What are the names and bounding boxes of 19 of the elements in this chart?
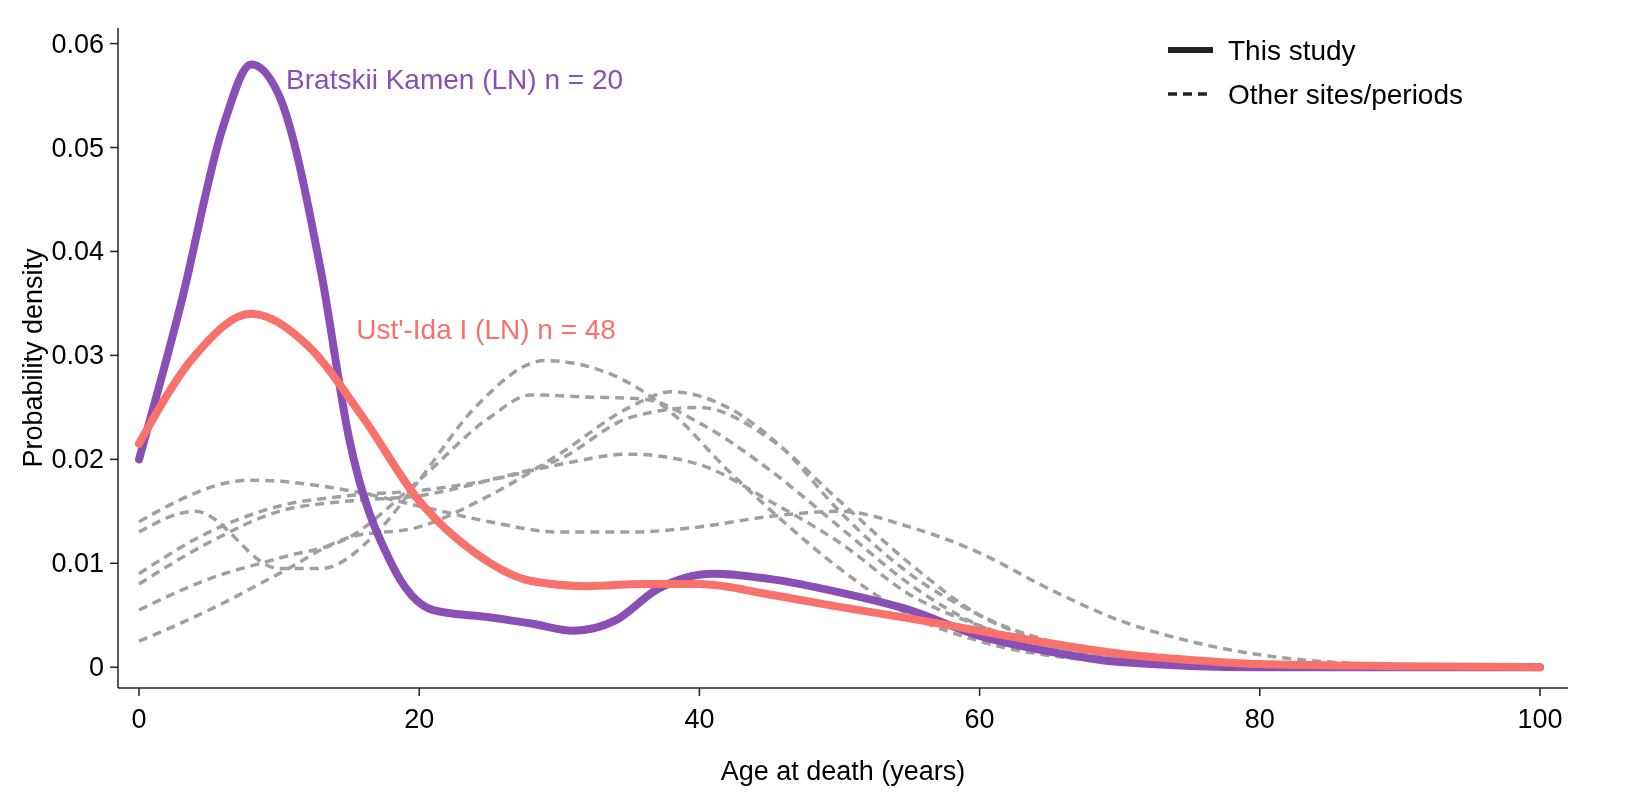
y-tick-label: 0.01 [51, 548, 104, 579]
x-tick-label: 20 [404, 704, 435, 734]
y-tick-label: 0.04 [51, 236, 104, 267]
x-tick-label: 80 [1244, 704, 1275, 734]
y-axis-title: Probability density [18, 247, 48, 468]
y-tick-label: 0 [88, 652, 104, 683]
annotation: This study [1228, 34, 1356, 66]
y-tick-label: 0.03 [51, 340, 104, 371]
series-label: Ust'-Ida I (LN) n = 48 [356, 313, 616, 345]
x-axis-title: Age at death (years) [720, 756, 966, 786]
y-tick-label: 0.05 [51, 132, 104, 163]
x-tick-label: 0 [131, 704, 147, 734]
x-tick-label: 60 [964, 704, 995, 734]
series-label: Bratskii Kamen (LN) n = 20 [286, 64, 624, 96]
y-tick-label: 0.02 [51, 444, 104, 475]
x-tick-label: 100 [1517, 704, 1563, 734]
y-tick-label: 0.06 [51, 28, 104, 59]
annotation: Other sites/periods [1228, 78, 1463, 110]
x-tick-label: 40 [684, 704, 715, 734]
